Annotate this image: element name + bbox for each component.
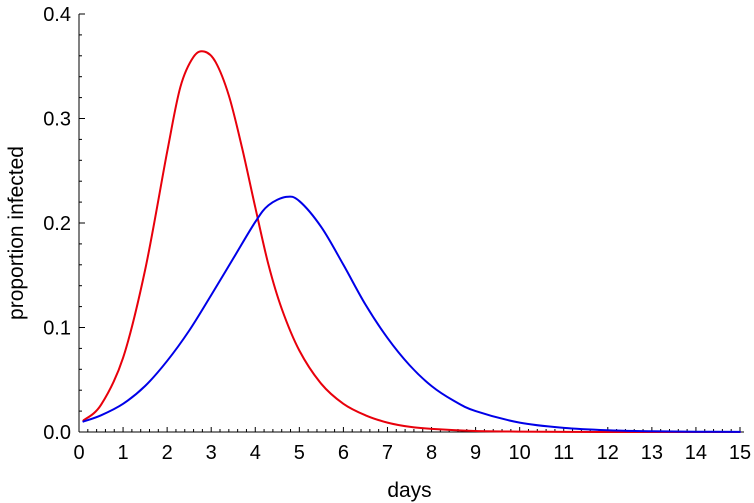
series-layer [82,50,741,434]
series-line-1 [82,50,741,434]
x-tick-label: 3 [206,442,217,464]
x-tick-label: 10 [509,442,531,464]
y-ticks: 0.0 0.1 0.2 0.3 0.4 [43,4,85,444]
x-tick-label: 9 [470,442,481,464]
x-tick-label: 6 [338,442,349,464]
x-axis-title: days [387,479,431,502]
x-tick-label: 1 [118,442,129,464]
series-line-2 [82,195,741,433]
y-tick-label: 0.0 [43,422,71,444]
x-ticks: 0 1 2 3 4 5 6 7 8 9 10 11 12 13 14 15 [73,427,751,464]
x-tick-label: 7 [382,442,393,464]
x-tick-label: 8 [426,442,437,464]
x-tick-label: 4 [250,442,261,464]
y-tick-label: 0.4 [43,4,71,26]
x-tick-label: 11 [553,442,574,464]
x-tick-label: 5 [294,442,305,464]
x-tick-label: 2 [162,442,173,464]
y-tick-label: 0.3 [43,109,71,131]
x-tick-label: 15 [729,442,751,464]
x-tick-label: 12 [597,442,619,464]
y-tick-label: 0.1 [43,318,71,340]
x-tick-label: 0 [73,442,84,464]
y-tick-label: 0.2 [43,213,71,235]
x-tick-label: 13 [641,442,663,464]
y-axis-title: proportion infected [5,146,28,320]
x-tick-label: 14 [685,442,707,464]
axes [78,14,744,433]
